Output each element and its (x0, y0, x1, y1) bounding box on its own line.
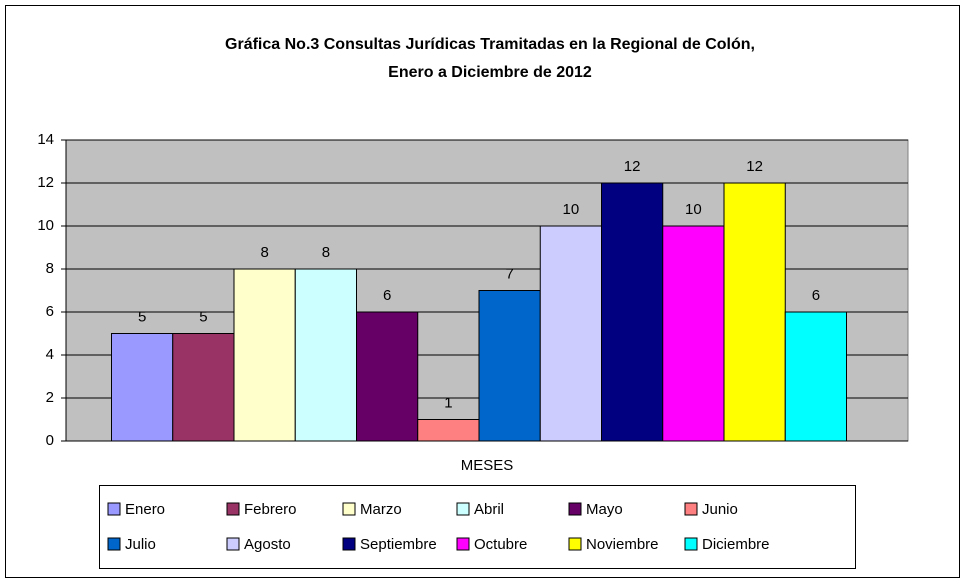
y-tick-label: 0 (46, 432, 54, 449)
y-tick-label: 10 (37, 217, 54, 234)
data-label: 8 (322, 244, 330, 261)
legend-label: Septiembre (360, 536, 437, 553)
data-label: 10 (563, 201, 580, 218)
legend-label: Diciembre (702, 536, 770, 553)
x-axis-label: MESES (461, 457, 514, 474)
legend-label: Febrero (244, 501, 297, 518)
bar (417, 419, 480, 442)
chart-title: Enero a Diciembre de 2012 (388, 64, 592, 81)
bar (172, 333, 235, 442)
y-tick-label: 12 (37, 174, 54, 191)
bar (601, 182, 664, 442)
legend-label: Marzo (360, 501, 402, 518)
bar (539, 225, 602, 442)
legend-swatch (342, 537, 356, 551)
data-label: 1 (444, 394, 452, 411)
legend-swatch (226, 502, 240, 516)
legend-label: Julio (125, 536, 156, 553)
legend (99, 485, 856, 569)
data-label: 5 (199, 308, 207, 325)
data-label: 10 (685, 201, 702, 218)
y-tick-label: 4 (46, 346, 54, 363)
data-label: 5 (138, 308, 146, 325)
legend-swatch (107, 537, 121, 551)
bar (784, 311, 847, 442)
legend-label: Abril (474, 501, 504, 518)
bar (294, 268, 357, 442)
legend-swatch (456, 502, 470, 516)
bar (478, 290, 541, 442)
legend-label: Octubre (474, 536, 527, 553)
legend-label: Noviembre (586, 536, 659, 553)
y-tick-label: 2 (46, 389, 54, 406)
bar (723, 182, 786, 442)
data-label: 7 (505, 265, 513, 282)
legend-swatch (226, 537, 240, 551)
bar (111, 333, 174, 442)
bar (233, 268, 296, 442)
legend-swatch (107, 502, 121, 516)
legend-swatch (568, 537, 582, 551)
y-tick-label: 6 (46, 303, 54, 320)
data-label: 6 (383, 287, 391, 304)
legend-swatch (342, 502, 356, 516)
y-tick-label: 8 (46, 260, 54, 277)
data-label: 12 (624, 158, 641, 175)
data-label: 8 (260, 244, 268, 261)
legend-swatch (684, 537, 698, 551)
legend-label: Mayo (586, 501, 623, 518)
legend-label: Enero (125, 501, 165, 518)
legend-swatch (456, 537, 470, 551)
data-label: 12 (746, 158, 763, 175)
bar (662, 225, 725, 442)
y-tick-label: 14 (37, 131, 54, 148)
legend-swatch (684, 502, 698, 516)
legend-swatch (568, 502, 582, 516)
legend-label: Junio (702, 501, 738, 518)
data-label: 6 (812, 287, 820, 304)
bar (356, 311, 419, 442)
chart-title: Gráfica No.3 Consultas Jurídicas Tramita… (225, 36, 755, 53)
legend-label: Agosto (244, 536, 291, 553)
